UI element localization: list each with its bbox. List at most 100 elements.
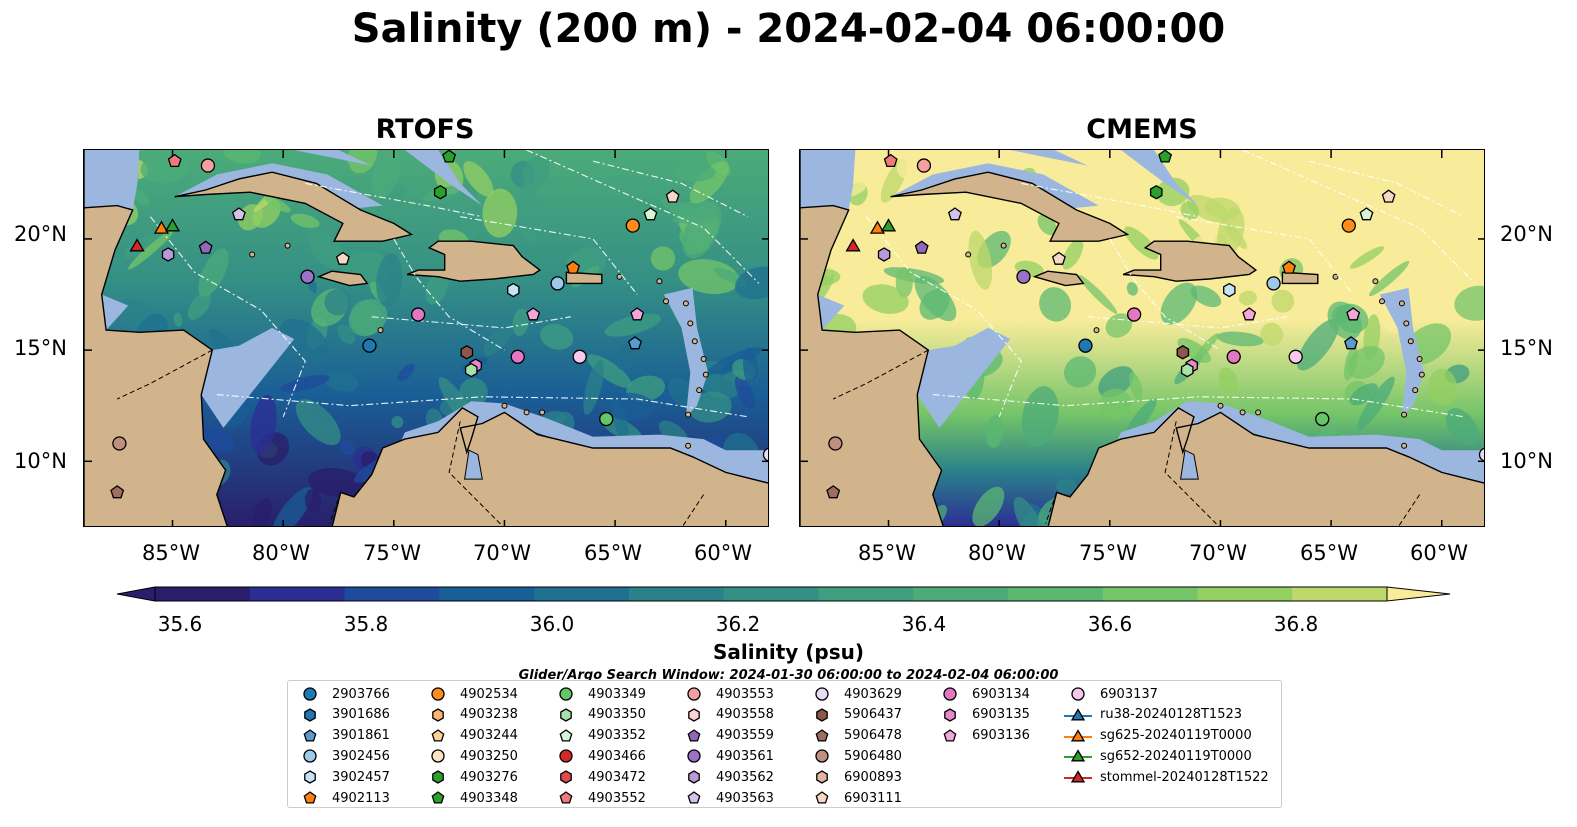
4902534-legend-marker[interactable]	[431, 687, 445, 701]
5906478-legend-marker[interactable]	[815, 728, 829, 742]
4903629-legend-marker[interactable]	[815, 687, 829, 701]
float-marker-4903553[interactable]	[916, 158, 932, 173]
6903134-legend-marker[interactable]	[943, 687, 957, 701]
float-marker-stommel-20240128T1522[interactable]	[129, 238, 145, 252]
3901861-legend-marker[interactable]	[303, 728, 317, 742]
4903352-legend-marker[interactable]	[559, 728, 573, 742]
float-marker-4903350[interactable]	[464, 362, 478, 378]
5906437-legend-marker[interactable]	[816, 708, 828, 722]
float-marker-sg652-20240119T0000[interactable]	[164, 218, 181, 232]
float-marker-6903134[interactable]	[410, 307, 426, 322]
float-marker-4902113[interactable]	[1282, 260, 1296, 274]
4903348-legend-marker[interactable]	[431, 791, 445, 804]
float-marker-6903111[interactable]	[335, 251, 350, 265]
6903136-legend-marker[interactable]	[943, 728, 957, 742]
float-marker-4903563[interactable]	[947, 207, 962, 221]
float-marker-6903134[interactable]	[510, 349, 525, 364]
float-marker-4903349[interactable]	[599, 411, 614, 427]
float-marker-4903629[interactable]	[762, 447, 770, 462]
4903559-legend-marker[interactable]	[687, 728, 701, 742]
6900893-legend-marker[interactable]	[816, 770, 828, 784]
4903562-legend-marker[interactable]	[688, 770, 700, 784]
4903561-legend-marker[interactable]	[687, 749, 701, 764]
float-marker-5906478[interactable]	[110, 485, 125, 499]
float-marker-2903766[interactable]	[362, 338, 377, 353]
float-marker-4903276[interactable]	[1149, 184, 1163, 200]
float-marker-sg652-20240119T0000[interactable]	[880, 218, 897, 232]
stommel-legend-marker[interactable]	[1070, 770, 1086, 783]
float-marker-sg625-20240119T0000[interactable]	[869, 220, 886, 234]
float-marker-5906478[interactable]	[826, 485, 841, 499]
float-marker-4903559[interactable]	[198, 240, 213, 254]
4902113-legend-marker[interactable]	[303, 791, 317, 804]
4903238-legend-marker[interactable]	[432, 708, 444, 722]
float-marker-4903561[interactable]	[1016, 269, 1031, 284]
sg625-legend-marker[interactable]	[1070, 728, 1086, 742]
ru38-legend-marker[interactable]	[1070, 708, 1086, 721]
float-marker-6903137[interactable]	[572, 349, 587, 364]
sg652-legend-marker[interactable]	[1070, 749, 1086, 762]
float-marker-3902456[interactable]	[550, 276, 565, 291]
float-marker-5906480[interactable]	[112, 436, 127, 451]
float-marker-6903111[interactable]	[1051, 251, 1066, 265]
float-marker-3902457[interactable]	[1223, 282, 1236, 298]
float-marker-5906437[interactable]	[460, 345, 474, 360]
float-marker-sg625-20240119T0000[interactable]	[153, 220, 170, 234]
4903563-legend-marker[interactable]	[687, 791, 701, 804]
4903558-legend-marker[interactable]	[688, 708, 700, 722]
4903276-legend-marker[interactable]	[432, 770, 444, 784]
float-marker-4903553[interactable]	[200, 158, 216, 173]
float-marker-4903348[interactable]	[442, 150, 457, 163]
6903111-legend-marker[interactable]	[815, 791, 829, 804]
float-marker-3901861[interactable]	[1344, 336, 1358, 350]
float-marker-6903134[interactable]	[1226, 349, 1241, 364]
rtofs-map[interactable]	[83, 149, 769, 527]
float-marker-4903552[interactable]	[883, 153, 898, 168]
float-marker-3901861[interactable]	[628, 336, 642, 350]
float-marker-4903563[interactable]	[231, 207, 246, 221]
float-marker-6903111[interactable]	[665, 189, 680, 203]
float-marker-4903349[interactable]	[1315, 411, 1330, 427]
float-marker-6903136[interactable]	[526, 307, 541, 321]
cmems-map[interactable]	[799, 149, 1485, 527]
float-marker-4902534[interactable]	[625, 218, 640, 233]
6903135-legend-marker[interactable]	[944, 708, 956, 722]
5906480-legend-marker[interactable]	[815, 749, 829, 764]
3901686-legend-marker[interactable]	[304, 708, 316, 722]
float-marker-6903136[interactable]	[1346, 307, 1361, 321]
float-marker-4903559[interactable]	[914, 240, 929, 254]
float-marker-4903348[interactable]	[1158, 150, 1173, 163]
float-marker-4903552[interactable]	[167, 153, 182, 168]
4903466-legend-marker[interactable]	[559, 749, 573, 764]
float-marker-6903136[interactable]	[1242, 307, 1257, 321]
4903552-legend-marker[interactable]	[559, 791, 573, 804]
float-marker-5906437[interactable]	[1176, 345, 1190, 360]
2903766-legend-marker[interactable]	[303, 687, 317, 701]
float-marker-4902534[interactable]	[1341, 218, 1356, 233]
6903137-legend-marker[interactable]	[1071, 687, 1085, 701]
float-marker-4903350[interactable]	[1180, 362, 1194, 378]
float-marker-2903766[interactable]	[1078, 338, 1093, 353]
float-marker-5906480[interactable]	[828, 436, 843, 451]
3902456-legend-marker[interactable]	[303, 749, 317, 764]
4903350-legend-marker[interactable]	[560, 708, 572, 722]
float-marker-6903136[interactable]	[630, 307, 645, 321]
float-marker-3902456[interactable]	[1266, 276, 1281, 291]
4903349-legend-marker[interactable]	[559, 687, 573, 701]
float-marker-4903561[interactable]	[300, 269, 315, 284]
float-marker-4903276[interactable]	[433, 184, 447, 200]
3902457-legend-marker[interactable]	[304, 770, 316, 784]
float-marker-6903111[interactable]	[1381, 189, 1396, 203]
float-marker-6903134[interactable]	[1126, 307, 1142, 322]
4903244-legend-marker[interactable]	[431, 728, 445, 742]
float-marker-3902457[interactable]	[507, 282, 520, 298]
float-marker-4903562[interactable]	[877, 247, 891, 262]
float-marker-6903137[interactable]	[1288, 349, 1303, 364]
float-marker-4903352[interactable]	[1359, 207, 1374, 221]
float-marker-4903629[interactable]	[1478, 447, 1486, 462]
float-marker-4903562[interactable]	[161, 247, 175, 262]
float-marker-4902113[interactable]	[566, 260, 580, 274]
4903472-legend-marker[interactable]	[560, 770, 572, 784]
float-marker-4903352[interactable]	[643, 207, 658, 221]
4903553-legend-marker[interactable]	[687, 687, 701, 701]
